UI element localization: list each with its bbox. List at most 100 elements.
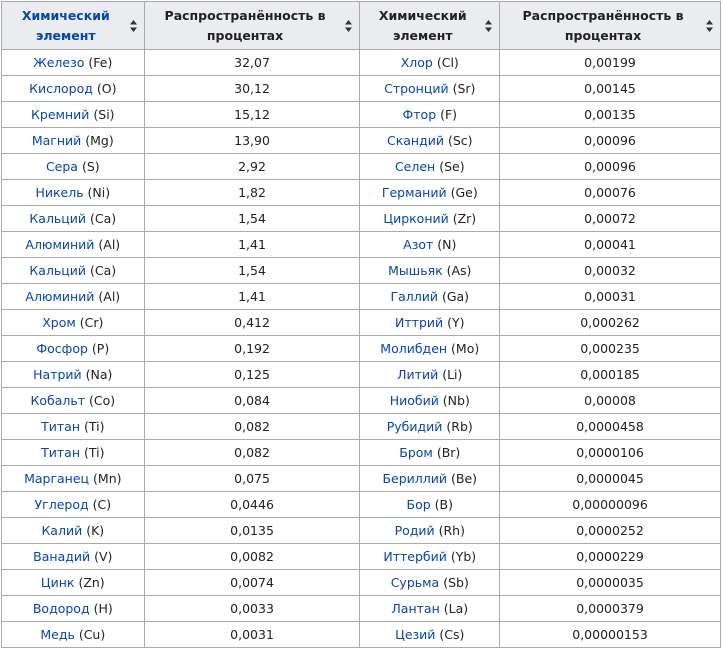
element-symbol: (Se): [435, 159, 465, 174]
element-symbol: (Zr): [448, 211, 477, 226]
abundance-cell: 0,00076: [499, 179, 721, 206]
element-link[interactable]: Кислород: [29, 81, 93, 96]
sort-icon[interactable]: [485, 19, 493, 32]
element-link[interactable]: Алюминий: [25, 237, 95, 252]
element-link[interactable]: Железо: [33, 55, 85, 70]
element-link[interactable]: Бром: [399, 445, 433, 460]
element-link[interactable]: Иттербий: [383, 549, 447, 564]
element-symbol: (Yb): [446, 549, 477, 564]
element-cell: Цирконий (Zr): [359, 205, 501, 232]
abundance-cell: 15,12: [143, 101, 361, 128]
element-link[interactable]: Азот: [403, 237, 434, 252]
abundance-cell: 0,00000153: [499, 621, 721, 648]
element-symbol: (V): [90, 549, 113, 564]
element-link[interactable]: Германий: [381, 185, 447, 200]
element-link[interactable]: Бор: [406, 497, 431, 512]
element-link[interactable]: Ниобий: [389, 393, 439, 408]
element-symbol: (As): [442, 263, 472, 278]
element-link[interactable]: Родий: [394, 523, 435, 538]
abundance-cell: 0,00041: [499, 231, 721, 258]
table-row: Титан (Ti) 0,082 Рубидий (Rb) 0,0000458: [1, 413, 721, 440]
header-abundance-2[interactable]: Распространённость в процентах: [499, 1, 721, 50]
abundance-cell: 2,92: [143, 153, 361, 180]
abundance-cell: 0,00096: [499, 153, 721, 180]
element-cell: Бор (B): [359, 491, 501, 518]
element-cell: Ванадий (V): [1, 543, 145, 570]
element-link[interactable]: Калий: [41, 523, 83, 538]
element-link[interactable]: Никель: [35, 185, 84, 200]
header-element-2[interactable]: Химический элемент: [359, 1, 501, 50]
element-link[interactable]: Молибден: [380, 341, 448, 356]
element-link[interactable]: Лантан: [391, 601, 440, 616]
element-link[interactable]: Литий: [397, 367, 439, 382]
abundance-cell: 30,12: [143, 75, 361, 102]
header-label: Химический элемент: [378, 7, 467, 43]
element-cell: Медь (Cu): [1, 621, 145, 648]
element-cell: Цинк (Zn): [1, 569, 145, 596]
element-link[interactable]: Фосфор: [36, 341, 88, 356]
sort-icon[interactable]: [706, 19, 713, 32]
element-symbol: (N): [433, 237, 457, 252]
element-link[interactable]: Кобальт: [30, 393, 85, 408]
element-symbol: (Ca): [86, 263, 117, 278]
header-row: Химический элемент Распространённость в …: [1, 1, 721, 50]
abundance-cell: 0,0031: [143, 621, 361, 648]
element-link[interactable]: Иттрий: [395, 315, 444, 330]
element-link[interactable]: Магний: [31, 133, 82, 148]
element-link[interactable]: Фтор: [402, 107, 437, 122]
element-link[interactable]: Галлий: [390, 289, 438, 304]
element-link[interactable]: Кальций: [29, 211, 87, 226]
element-link[interactable]: Марганец: [24, 471, 90, 486]
sort-icon[interactable]: [129, 19, 137, 32]
sort-icon[interactable]: [345, 19, 353, 32]
element-link[interactable]: Ванадий: [33, 549, 91, 564]
element-cell: Кремний (Si): [1, 101, 145, 128]
element-link[interactable]: Углерод: [34, 497, 89, 512]
element-link[interactable]: Сера: [45, 159, 78, 174]
element-symbol: (Ga): [437, 289, 470, 304]
element-link[interactable]: Натрий: [33, 367, 82, 382]
element-symbol: (Al): [94, 237, 121, 252]
element-link[interactable]: Водород: [32, 601, 90, 616]
element-link[interactable]: Титан: [41, 419, 80, 434]
abundance-cell: 0,125: [143, 361, 361, 388]
element-link[interactable]: Цирконий: [383, 211, 449, 226]
element-link[interactable]: Хром: [42, 315, 76, 330]
header-abundance-1[interactable]: Распространённость в процентах: [143, 1, 361, 50]
abundance-cell: 0,0074: [143, 569, 361, 596]
element-link[interactable]: Титан: [41, 445, 80, 460]
element-symbol: (Mg): [81, 133, 114, 148]
abundance-cell: 0,00199: [499, 49, 721, 76]
table-row: Кремний (Si) 15,12 Фтор (F) 0,00135: [1, 101, 721, 128]
element-link[interactable]: Хлор: [400, 55, 433, 70]
abundance-cell: 0,00032: [499, 257, 721, 284]
element-link[interactable]: Стронций: [384, 81, 449, 96]
element-symbol: (Ge): [446, 185, 478, 200]
element-link[interactable]: Мышьяк: [388, 263, 443, 278]
element-link[interactable]: Рубидий: [386, 419, 443, 434]
element-link[interactable]: Сурьма: [390, 575, 440, 590]
element-link[interactable]: Медь: [40, 627, 75, 642]
header-element-1[interactable]: Химический элемент: [1, 1, 145, 50]
element-link[interactable]: Цинк: [40, 575, 75, 590]
abundance-cell: 0,0000035: [499, 569, 721, 596]
element-link[interactable]: Кремний: [31, 107, 90, 122]
abundance-cell: 0,0033: [143, 595, 361, 622]
element-cell: Литий (Li): [359, 361, 501, 388]
element-link[interactable]: Алюминий: [25, 289, 95, 304]
abundance-cell: 0,00135: [499, 101, 721, 128]
element-cell: Водород (H): [1, 595, 145, 622]
element-link[interactable]: Цезий: [395, 627, 436, 642]
abundance-cell: 0,00096: [499, 127, 721, 154]
element-link[interactable]: Скандий: [386, 133, 444, 148]
element-symbol: (Sb): [439, 575, 469, 590]
element-link[interactable]: Кальций: [29, 263, 87, 278]
abundance-cell: 0,00008: [499, 387, 721, 414]
element-link[interactable]: Селен: [394, 159, 436, 174]
element-link[interactable]: Бериллий: [382, 471, 448, 486]
abundance-cell: 0,192: [143, 335, 361, 362]
table-row: Алюминий (Al) 1,41 Азот (N) 0,00041: [1, 231, 721, 258]
element-symbol: (Si): [89, 107, 115, 122]
table-row: Водород (H) 0,0033 Лантан (La) 0,0000379: [1, 595, 721, 622]
element-cell: Ниобий (Nb): [359, 387, 501, 414]
